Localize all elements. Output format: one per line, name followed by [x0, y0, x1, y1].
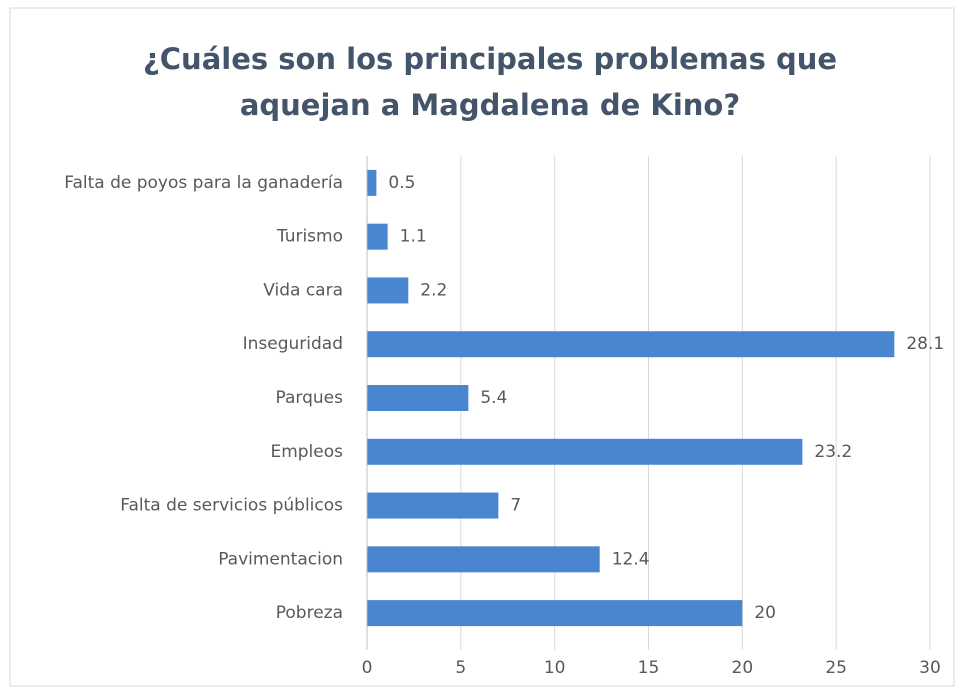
y-tick-label: Pavimentacion	[218, 549, 343, 569]
data-label: 12.4	[612, 549, 650, 569]
bar	[367, 277, 409, 304]
data-label: 0.5	[388, 173, 415, 193]
x-tick-label: 10	[544, 658, 566, 678]
bar	[367, 600, 743, 627]
bar	[367, 223, 388, 250]
x-tick-label: 0	[362, 658, 373, 678]
y-tick-label: Inseguridad	[243, 334, 343, 354]
bar	[367, 385, 469, 411]
chart-title: ¿Cuáles son los principales problemas qu…	[142, 42, 838, 122]
data-label: 1.1	[400, 227, 427, 247]
y-tick-label: Turismo	[276, 227, 343, 247]
x-tick-label: 5	[455, 658, 466, 678]
data-label: 5.4	[480, 388, 507, 408]
y-tick-label: Falta de poyos para la ganadería	[64, 173, 343, 193]
y-tick-label: Vida cara	[263, 280, 343, 300]
bar	[367, 438, 803, 465]
x-tick-label: 20	[732, 658, 754, 678]
bar	[367, 546, 600, 573]
chart-border	[9, 7, 955, 687]
x-tick-label: 15	[638, 658, 660, 678]
y-tick-label: Empleos	[270, 442, 343, 462]
data-label: 7	[510, 496, 521, 516]
x-tick-label: 25	[825, 658, 847, 678]
data-label: 28.1	[906, 334, 944, 354]
data-label: 20	[754, 603, 776, 623]
x-tick-label: 30	[919, 658, 941, 678]
bar	[367, 169, 377, 196]
bar	[367, 492, 499, 519]
y-tick-label: Pobreza	[276, 603, 343, 623]
y-tick-label: Falta de servicios públicos	[120, 496, 343, 516]
y-tick-label: Parques	[276, 388, 344, 408]
data-label: 2.2	[420, 280, 447, 300]
bar	[367, 331, 895, 358]
data-label: 23.2	[814, 442, 852, 462]
